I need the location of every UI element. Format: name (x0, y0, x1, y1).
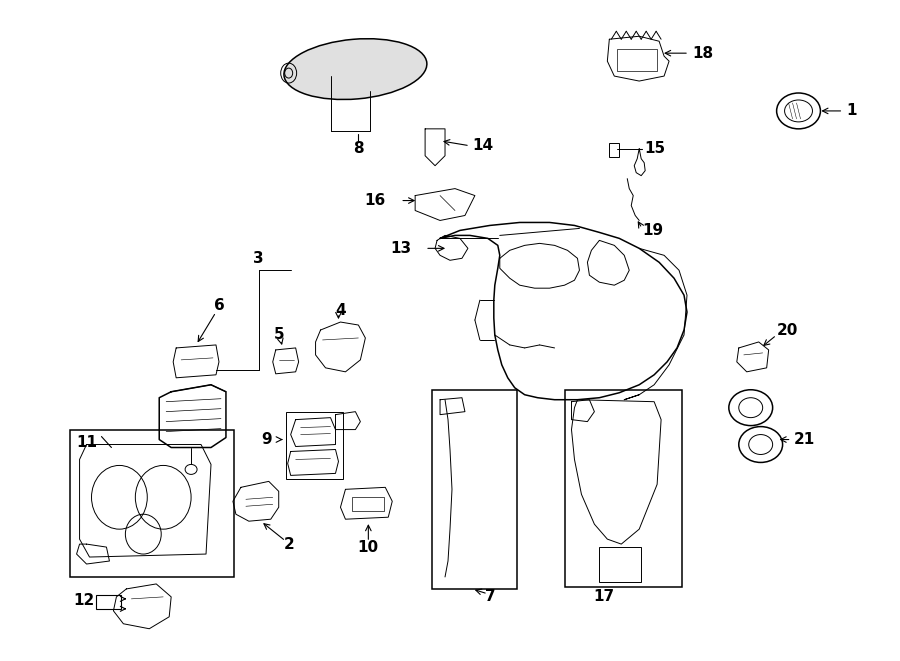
Text: 9: 9 (261, 432, 272, 447)
Bar (599, 547, 641, 582)
Bar (353, 497, 384, 511)
Bar (96, 595, 122, 609)
Text: 21: 21 (794, 432, 814, 447)
Text: 15: 15 (644, 141, 665, 156)
Text: 20: 20 (777, 323, 798, 338)
Text: 4: 4 (335, 303, 346, 317)
Bar (285, 412, 344, 479)
Text: 6: 6 (213, 297, 224, 313)
Text: 12: 12 (74, 594, 94, 608)
Text: 19: 19 (643, 223, 663, 238)
Text: 14: 14 (472, 138, 493, 153)
Text: 8: 8 (353, 141, 364, 156)
Text: 10: 10 (358, 539, 379, 555)
Bar (432, 390, 517, 589)
Bar (617, 49, 657, 71)
Text: 2: 2 (284, 537, 294, 551)
Text: 18: 18 (692, 46, 713, 61)
Text: 7: 7 (484, 590, 495, 604)
Bar (69, 430, 234, 577)
Bar (564, 390, 682, 587)
Bar (609, 143, 619, 157)
Text: 13: 13 (391, 241, 411, 256)
Ellipse shape (284, 39, 427, 100)
Text: 3: 3 (254, 251, 264, 266)
Text: 11: 11 (76, 434, 97, 449)
Text: 1: 1 (846, 103, 857, 118)
Text: 16: 16 (364, 193, 385, 208)
Text: 5: 5 (274, 327, 284, 342)
Text: 17: 17 (594, 590, 615, 604)
